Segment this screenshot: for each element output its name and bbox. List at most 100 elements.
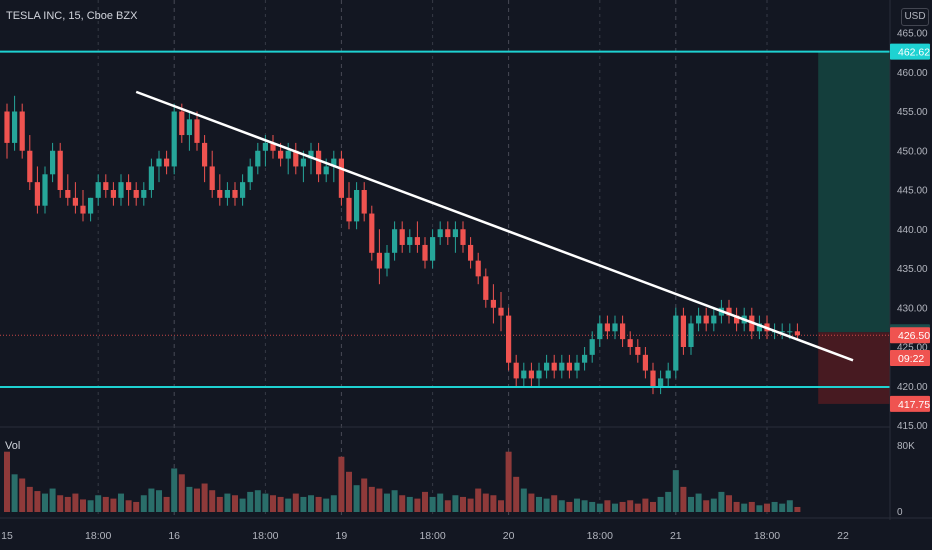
candle-body	[589, 339, 595, 355]
candle-body	[604, 323, 610, 332]
volume-bar	[536, 496, 542, 512]
candle-body	[285, 150, 291, 159]
candle-body	[665, 370, 671, 379]
volume-bar	[201, 483, 208, 512]
candle-body	[270, 142, 276, 151]
volume-bar	[741, 503, 748, 512]
price-axis-marker-label: 417.75	[898, 399, 930, 411]
candle-body	[528, 370, 534, 379]
candle-body	[422, 244, 428, 261]
candle-body	[141, 190, 147, 198]
volume-bar	[695, 493, 702, 512]
volume-bar	[482, 493, 489, 512]
candle-body	[118, 182, 124, 198]
candle-body	[460, 229, 466, 245]
volume-bar	[254, 490, 261, 512]
volume-bar	[247, 491, 254, 512]
volume-bar	[346, 471, 352, 512]
volume-bar	[422, 491, 428, 512]
price-tick-label: 455.00	[897, 107, 928, 118]
volume-bar	[384, 493, 390, 512]
volume-bar	[178, 474, 185, 512]
candle-body	[369, 213, 375, 253]
candle-body	[726, 307, 732, 316]
candle-body	[566, 362, 572, 371]
volume-bar	[406, 496, 413, 512]
candle-body	[787, 331, 793, 333]
candle-body	[794, 331, 800, 336]
candle-body	[194, 119, 200, 143]
volume-bar	[376, 488, 383, 512]
time-tick-label: 19	[336, 530, 348, 542]
volume-bar	[95, 495, 102, 512]
price-axis-marker	[890, 349, 930, 366]
price-tick-label: 445.00	[897, 186, 928, 197]
price-tick-label: 420.00	[897, 382, 928, 393]
candle-body	[148, 166, 154, 190]
volume-bar	[680, 486, 687, 512]
price-axis-marker-label: 09:22	[898, 353, 924, 365]
candle-body	[452, 229, 458, 238]
stop-loss-zone	[818, 332, 890, 404]
time-tick-label: 16	[168, 530, 180, 542]
currency-button[interactable]: USD	[901, 8, 929, 26]
price-tick-label: 425.00	[897, 343, 928, 354]
candle-body	[278, 150, 284, 159]
volume-bar	[779, 503, 786, 512]
time-tick-label: 18:00	[587, 530, 613, 542]
time-tick-label: 18:00	[252, 530, 278, 542]
volume-tick-label: 80K	[897, 441, 915, 452]
candle-body	[399, 229, 405, 245]
volume-bar	[4, 451, 10, 512]
volume-bar	[490, 495, 497, 512]
candle-body	[232, 190, 238, 198]
candle-body	[430, 237, 436, 261]
volume-bar	[64, 496, 71, 512]
candle-body	[642, 354, 648, 371]
volume-bar	[216, 496, 223, 512]
volume-bar	[596, 503, 603, 512]
volume-bar	[657, 496, 664, 512]
candle-body	[186, 119, 192, 136]
candle-body	[34, 182, 40, 206]
candle-body	[4, 111, 10, 143]
candle-body	[65, 190, 71, 198]
candle-body	[209, 166, 215, 190]
candle-body	[521, 370, 527, 379]
candle-body	[338, 158, 344, 198]
candle-body	[779, 331, 785, 333]
volume-bar	[771, 501, 778, 512]
volume-bar	[110, 498, 117, 512]
candle-body	[673, 315, 679, 371]
volume-bar	[703, 500, 710, 512]
candle-body	[240, 182, 246, 198]
candle-body	[475, 260, 481, 277]
volume-bar	[163, 496, 170, 512]
candle-body	[323, 166, 329, 175]
volume-bar	[665, 491, 672, 512]
volume-bar	[285, 498, 292, 512]
volume-bar	[794, 506, 801, 512]
candle-body	[217, 190, 223, 198]
candle-body	[498, 307, 504, 316]
candle-body	[468, 244, 474, 261]
volume-bar	[133, 501, 140, 512]
candle-body	[559, 362, 565, 371]
candle-body	[506, 315, 512, 363]
candle-body	[483, 276, 489, 300]
volume-bar	[262, 493, 269, 512]
volume-bar	[672, 470, 679, 512]
volume-bar	[34, 491, 41, 512]
candle-body	[110, 190, 116, 198]
candle-body	[407, 237, 413, 245]
time-tick-label: 20	[503, 530, 515, 542]
price-tick-label: 415.00	[897, 421, 928, 432]
volume-bar	[270, 495, 276, 512]
volume-bar	[156, 490, 162, 512]
volume-bar	[551, 495, 558, 512]
candle-body	[126, 182, 132, 190]
volume-indicator-label[interactable]: Vol	[5, 440, 21, 452]
